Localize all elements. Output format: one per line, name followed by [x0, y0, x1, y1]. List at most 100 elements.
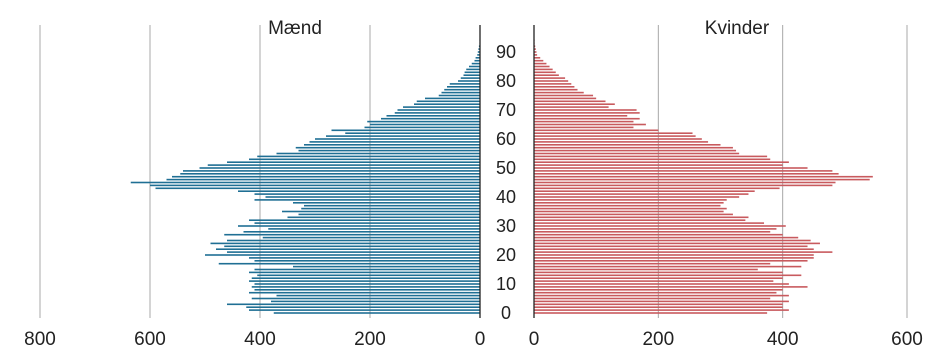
- tick-label-left-400: 400: [244, 329, 276, 350]
- bar-maend-age-51: [207, 164, 480, 166]
- age-label-30: 30: [496, 216, 516, 236]
- bar-kvinder-age-22: [534, 248, 814, 250]
- bar-kvinder-age-7: [534, 291, 777, 294]
- bar-kvinder-age-10: [534, 283, 789, 285]
- bar-maend-age-5: [251, 297, 480, 300]
- bar-maend-age-79: [449, 83, 480, 85]
- bar-kvinder-age-61: [534, 135, 696, 137]
- bar-kvinder-age-52: [534, 161, 789, 163]
- bar-kvinder-age-55: [534, 152, 740, 155]
- bar-kvinder-age-18: [534, 260, 808, 262]
- bar-kvinder-age-72: [534, 103, 615, 105]
- bar-kvinder-age-12: [534, 277, 783, 279]
- bar-maend-age-46: [166, 178, 480, 181]
- bar-kvinder-age-1: [534, 309, 789, 311]
- bar-kvinder-age-69: [534, 112, 640, 114]
- bar-kvinder-age-28: [534, 231, 771, 233]
- bar-kvinder-age-9: [534, 286, 808, 288]
- bar-maend-age-22: [216, 248, 480, 250]
- bar-maend-age-36: [301, 207, 480, 210]
- bar-maend-age-15: [254, 268, 480, 271]
- bar-kvinder-age-78: [534, 86, 575, 88]
- age-label-50: 50: [496, 158, 516, 178]
- bar-kvinder-age-4: [534, 300, 789, 303]
- bar-maend-age-44: [150, 184, 480, 187]
- bar-kvinder-age-66: [534, 120, 634, 123]
- bar-kvinder-age-74: [534, 97, 597, 100]
- bar-kvinder-age-24: [534, 242, 820, 245]
- bar-maend-age-19: [249, 257, 480, 259]
- bar-maend-age-90: [477, 51, 480, 53]
- bar-maend-age-71: [403, 106, 480, 108]
- bar-maend-age-30: [238, 225, 480, 227]
- bar-maend-age-14: [249, 271, 480, 274]
- bar-kvinder-age-23: [534, 245, 808, 248]
- bar-kvinder-age-29: [534, 228, 777, 230]
- bar-kvinder-age-70: [534, 109, 637, 111]
- bar-kvinder-age-30: [534, 225, 786, 227]
- bar-kvinder-age-44: [534, 184, 833, 187]
- bar-maend-age-39: [254, 199, 480, 201]
- panel-title-right: Kvinder: [705, 18, 770, 39]
- bar-kvinder-age-91: [534, 48, 536, 50]
- bar-kvinder-age-48: [534, 173, 839, 175]
- bar-maend-age-63: [331, 129, 480, 132]
- bar-maend-age-78: [447, 86, 480, 88]
- bar-maend-age-3: [227, 303, 480, 306]
- tick-label-right-400: 400: [767, 329, 799, 350]
- bar-maend-age-45: [130, 181, 480, 184]
- bar-kvinder-age-50: [534, 167, 808, 169]
- bar-maend-age-81: [460, 77, 480, 79]
- bar-kvinder-age-3: [534, 303, 783, 306]
- tick-label-right-600: 600: [891, 329, 923, 350]
- tick-label-right-0: 0: [529, 329, 540, 350]
- bar-maend-age-33: [287, 216, 480, 219]
- bar-maend-age-47: [172, 175, 480, 178]
- age-label-10: 10: [496, 274, 516, 294]
- bar-kvinder-age-2: [534, 306, 783, 308]
- bar-maend-age-11: [249, 280, 480, 282]
- panel-title-left: Mænd: [268, 18, 322, 39]
- bar-kvinder-age-83: [534, 71, 556, 74]
- bar-kvinder-age-58: [534, 144, 721, 146]
- bar-kvinder-age-5: [534, 297, 771, 300]
- bar-maend-age-70: [397, 109, 480, 111]
- bar-kvinder-age-90: [534, 51, 537, 53]
- bar-kvinder-age-13: [534, 274, 802, 277]
- labels: Mænd Kvinder 800 600 400 200 0 0 200 400 6000102…: [24, 18, 923, 350]
- bar-maend-age-12: [251, 277, 480, 279]
- bar-kvinder-age-31: [534, 222, 765, 224]
- bar-maend-age-72: [414, 103, 480, 105]
- bar-kvinder-age-89: [534, 54, 538, 56]
- bar-kvinder-age-41: [534, 193, 749, 195]
- bar-kvinder-age-77: [534, 88, 578, 91]
- bar-kvinder-age-21: [534, 251, 833, 253]
- bar-kvinder-age-79: [534, 83, 572, 85]
- bar-maend-age-13: [257, 274, 480, 277]
- bar-maend-age-77: [444, 88, 480, 91]
- bar-maend-age-49: [183, 170, 480, 172]
- bar-kvinder-age-0: [534, 312, 768, 314]
- bar-kvinder-age-56: [534, 149, 737, 152]
- bar-maend-age-4: [271, 300, 480, 303]
- bar-kvinder-age-85: [534, 65, 550, 68]
- bar-maend-age-60: [315, 138, 480, 140]
- bar-maend-age-25: [227, 239, 480, 242]
- bar-maend-age-31: [254, 222, 480, 224]
- bar-maend-age-16: [293, 265, 480, 268]
- bar-kvinder-age-73: [534, 100, 606, 103]
- bar-kvinder-age-16: [534, 265, 802, 268]
- bar-maend-age-73: [416, 100, 480, 103]
- bar-kvinder-age-32: [534, 219, 746, 221]
- bar-kvinder-age-45: [534, 181, 836, 184]
- bar-maend-age-86: [471, 62, 480, 65]
- bar-maend-age-38: [293, 202, 480, 204]
- bar-maend-age-17: [218, 262, 480, 265]
- bar-kvinder-age-53: [534, 158, 771, 161]
- bar-kvinder-age-75: [534, 94, 594, 97]
- age-label-0: 0: [501, 303, 511, 323]
- bar-maend-age-65: [370, 123, 480, 126]
- bar-kvinder-age-64: [534, 126, 634, 129]
- bar-kvinder-age-82: [534, 74, 559, 76]
